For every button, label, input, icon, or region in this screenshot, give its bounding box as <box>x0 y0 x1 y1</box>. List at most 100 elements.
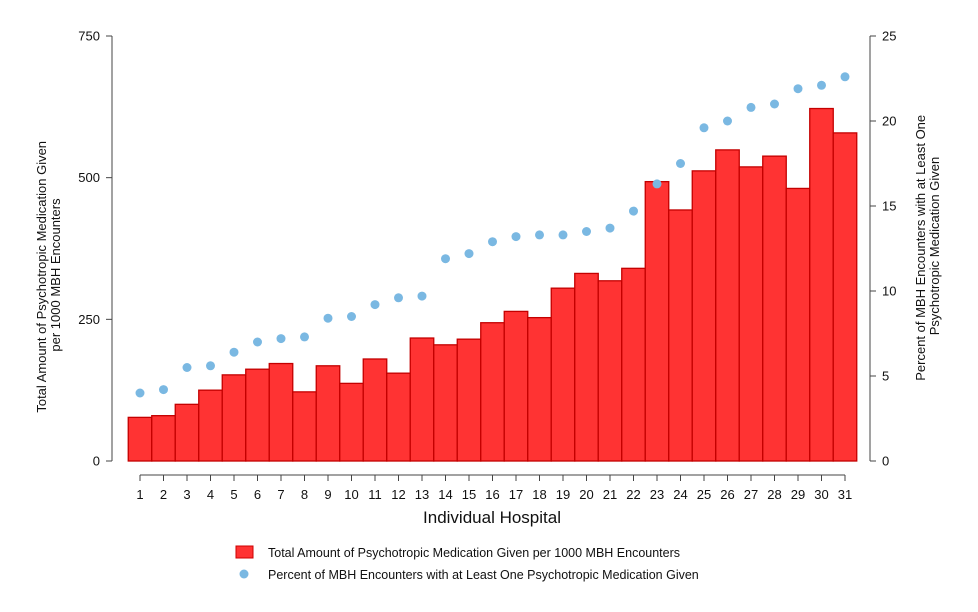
x-tick-label-23: 23 <box>650 487 664 502</box>
bar-hospital-9 <box>315 365 341 462</box>
bar-hospital-13 <box>409 337 435 462</box>
x-tick-label-19: 19 <box>556 487 570 502</box>
point-hospital-31 <box>840 72 850 82</box>
x-tick-label-5: 5 <box>230 487 237 502</box>
point-hospital-27 <box>746 102 756 112</box>
bar-hospital-15 <box>456 338 482 462</box>
point-hospital-10 <box>347 312 356 321</box>
point-hospital-20 <box>582 227 591 236</box>
x-tick-label-10: 10 <box>344 487 358 502</box>
bar-hospital-12 <box>386 372 411 462</box>
left-axis-title-line1: Total Amount of Psychotropic Medication … <box>34 141 49 413</box>
x-tick-label-30: 30 <box>814 487 828 502</box>
x-tick-label-31: 31 <box>838 487 852 502</box>
bar-hospital-31 <box>832 132 858 462</box>
x-axis-title: Individual Hospital <box>423 508 561 527</box>
right-tick-label-15: 15 <box>882 199 896 214</box>
x-tick-label-13: 13 <box>415 487 429 502</box>
legend-point-label: Percent of MBH Encounters with at Least … <box>268 568 699 582</box>
x-tick-label-7: 7 <box>277 487 284 502</box>
right-tick-label-25: 25 <box>882 29 896 44</box>
bar-hospital-20 <box>574 272 599 462</box>
x-tick-label-6: 6 <box>254 487 261 502</box>
legend-bar-label: Total Amount of Psychotropic Medication … <box>268 546 680 560</box>
right-tick-label-5: 5 <box>882 369 889 384</box>
point-hospital-23 <box>652 179 662 189</box>
bar-hospital-1 <box>127 416 153 462</box>
left-tick-label-250: 250 <box>78 312 100 327</box>
bar-hospital-4 <box>198 389 223 462</box>
right-axis-title-line2: Psychotropic Medication Given <box>927 157 942 335</box>
point-hospital-3 <box>182 363 192 372</box>
bar-hospital-11 <box>362 358 388 462</box>
bar-hospital-10 <box>339 382 364 462</box>
x-tick-label-17: 17 <box>509 487 523 502</box>
left-axis-title-line2: per 1000 MBH Encounters <box>48 198 63 352</box>
bar-hospital-19 <box>550 287 576 462</box>
right-axis: 0 5 10 15 20 25 <box>869 29 896 469</box>
point-hospital-13 <box>417 291 427 301</box>
left-tick-label-750: 750 <box>78 29 100 44</box>
bar-hospital-28 <box>762 155 787 462</box>
bars-group <box>127 107 858 462</box>
points-group <box>135 72 850 398</box>
point-hospital-19 <box>558 230 568 240</box>
x-tick-label-3: 3 <box>183 487 190 502</box>
bar-hospital-2 <box>151 415 176 462</box>
legend: Total Amount of Psychotropic Medication … <box>235 545 699 582</box>
point-hospital-9 <box>323 313 333 323</box>
x-tick-label-4: 4 <box>207 487 214 502</box>
x-tick-label-29: 29 <box>791 487 805 502</box>
point-hospital-14 <box>441 254 450 264</box>
bar-hospital-8 <box>292 391 317 462</box>
point-hospital-29 <box>793 84 803 94</box>
x-tick-label-2: 2 <box>160 487 167 502</box>
bar-hospital-14 <box>433 344 458 462</box>
point-hospital-4 <box>206 361 215 371</box>
x-tick-label-15: 15 <box>462 487 476 502</box>
point-hospital-1 <box>135 388 145 398</box>
bar-hospital-29 <box>785 187 811 462</box>
right-tick-label-10: 10 <box>882 284 896 299</box>
bar-hospital-30 <box>809 107 834 462</box>
point-hospital-5 <box>229 347 239 357</box>
x-tick-label-22: 22 <box>626 487 640 502</box>
point-hospital-25 <box>699 123 709 133</box>
bar-hospital-6 <box>245 368 270 462</box>
legend-bar-swatch <box>235 545 254 559</box>
point-hospital-18 <box>535 230 544 240</box>
point-hospital-12 <box>394 293 403 303</box>
bar-hospital-5 <box>221 374 247 462</box>
x-tick-label-20: 20 <box>579 487 593 502</box>
point-hospital-28 <box>770 99 779 109</box>
point-hospital-15 <box>464 249 474 259</box>
left-tick-label-0: 0 <box>93 454 100 469</box>
x-tick-label-24: 24 <box>673 487 687 502</box>
point-hospital-30 <box>817 80 826 90</box>
x-tick-label-12: 12 <box>391 487 405 502</box>
x-tick-label-16: 16 <box>485 487 499 502</box>
left-tick-label-500: 500 <box>78 170 100 185</box>
point-hospital-26 <box>723 116 732 126</box>
point-hospital-24 <box>676 159 685 168</box>
bar-hospital-24 <box>668 209 693 462</box>
x-tick-label-14: 14 <box>438 487 452 502</box>
point-hospital-8 <box>300 332 309 342</box>
x-tick-label-28: 28 <box>767 487 781 502</box>
bar-hospital-26 <box>715 149 740 462</box>
bar-hospital-3 <box>174 403 200 462</box>
bar-hospital-18 <box>527 316 552 462</box>
left-axis: 0 250 500 750 <box>78 29 113 469</box>
right-axis-title-line1: Percent of MBH Encounters with at Least … <box>913 115 928 381</box>
point-hospital-22 <box>629 206 638 216</box>
x-axis: 1 2 3 4 5 6 7 8 9 10 11 12 13 14 15 16 17 18 19 20 21 22 23 24 2… <box>136 474 852 502</box>
point-hospital-21 <box>605 223 615 233</box>
x-tick-label-11: 11 <box>368 487 382 502</box>
bar-hospital-22 <box>621 267 646 462</box>
point-hospital-17 <box>511 232 521 242</box>
point-hospital-2 <box>159 385 168 395</box>
x-tick-label-25: 25 <box>697 487 711 502</box>
right-tick-label-0: 0 <box>882 454 889 469</box>
point-hospital-6 <box>253 337 262 347</box>
